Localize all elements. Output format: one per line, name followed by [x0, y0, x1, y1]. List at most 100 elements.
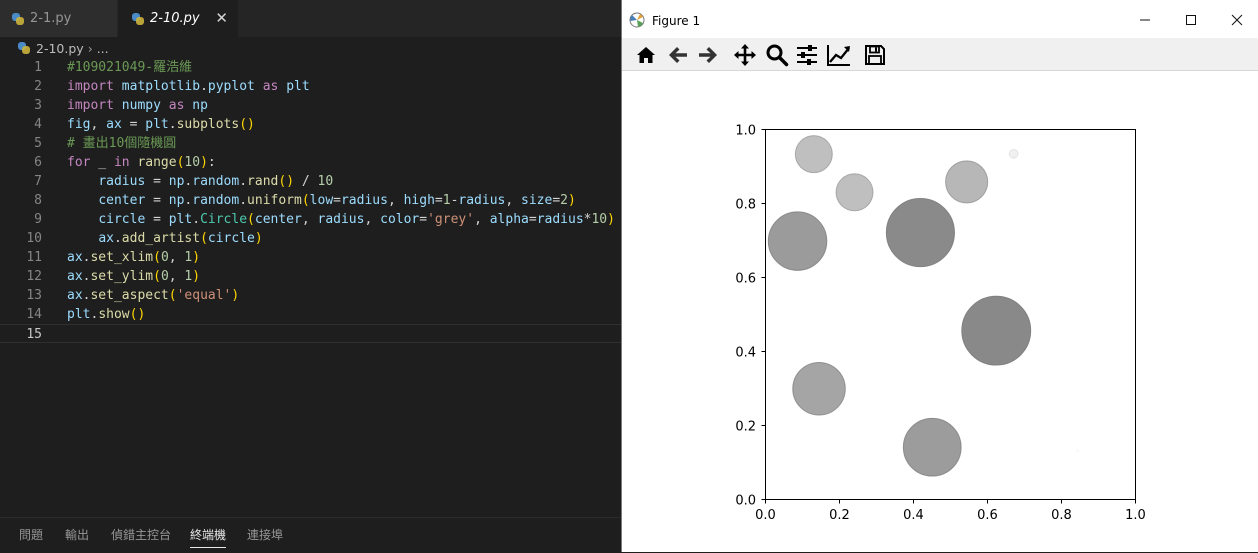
line-number: 3	[34, 98, 42, 113]
line-number: 13	[26, 288, 42, 303]
data-circle	[1076, 449, 1079, 453]
figure-window: Figure 1	[621, 0, 1258, 552]
plot-canvas[interactable]: 0.0 0.2 0.4 0.6 0.8 1.0 0.0 0.2 0.4 0.6 0.8 1.0	[622, 71, 1258, 552]
tab-2-1-py[interactable]: 2-1.py	[0, 0, 118, 37]
data-circle	[794, 135, 833, 174]
window-title-bar[interactable]: Figure 1	[622, 0, 1258, 38]
code-line[interactable]: 4 fig, ax = plt.subplots()	[0, 115, 621, 134]
data-circle	[885, 198, 955, 268]
code-line[interactable]: 6 for _ in range(10):	[0, 153, 621, 172]
figure-title: Figure 1	[652, 14, 701, 28]
breadcrumb-symbols[interactable]: ...	[96, 40, 109, 56]
code-line[interactable]: 7 radius = np.random.rand() / 10	[0, 172, 621, 191]
y-tick-label: 0.6	[735, 272, 756, 287]
code-line[interactable]: 9 circle = plt.Circle(center, radius, co…	[0, 210, 621, 229]
code-line[interactable]: 5 # 畫出10個隨機圓	[0, 134, 621, 153]
line-number: 14	[26, 307, 42, 322]
x-tick-label: 1.0	[1125, 508, 1146, 523]
data-circle	[792, 361, 846, 416]
home-button[interactable]	[633, 42, 659, 68]
configure-subplots-icon	[797, 45, 817, 65]
y-tick-label: 0.8	[735, 198, 756, 213]
forward-arrow-icon	[699, 47, 717, 63]
code-area[interactable]: 1 #109021049-羅浩維 2 import matplotlib.pyplot…	[0, 58, 621, 343]
pan-button[interactable]	[732, 42, 758, 68]
code-text: #109021049-羅浩維	[67, 60, 193, 75]
zoom-icon	[766, 44, 789, 67]
breadcrumb-file[interactable]: 2-10.py	[36, 40, 84, 56]
minimize-button[interactable]	[1122, 0, 1168, 40]
configure-subplots-button[interactable]	[794, 42, 820, 68]
pan-move-icon	[734, 44, 756, 66]
x-tick-label: 0.6	[977, 508, 998, 523]
close-icon[interactable]: ✕	[215, 9, 228, 27]
x-tick-label: 0.2	[829, 508, 850, 523]
y-tick-label: 1.0	[735, 124, 756, 139]
code-text: for _ in range(10):	[67, 155, 216, 170]
code-line[interactable]: 10 ax.add_artist(circle)	[0, 229, 621, 248]
ticks-layer: 0.0 0.2 0.4 0.6 0.8 1.0 0.0 0.2 0.4 0.6 0.8 1.0	[735, 124, 1146, 524]
line-number: 5	[34, 136, 42, 151]
edit-axis-button[interactable]	[826, 42, 852, 68]
line-number: 10	[26, 231, 42, 246]
line-number: 2	[34, 79, 42, 94]
code-line[interactable]: 11 ax.set_xlim(0, 1)	[0, 248, 621, 267]
maximize-button[interactable]	[1168, 0, 1214, 40]
line-number: 8	[34, 193, 42, 208]
line-number: 11	[26, 250, 42, 265]
axes-frame	[765, 129, 1136, 500]
code-line[interactable]: 3 import numpy as np	[0, 96, 621, 115]
maximize-icon	[1186, 15, 1196, 25]
code-text: ax.add_artist(circle)	[98, 231, 263, 246]
x-tick-label: 0.0	[755, 508, 776, 523]
close-icon	[1231, 14, 1243, 26]
bottom-panel-tabs: 問題 輸出 偵錯主控台 終端機 連接埠	[0, 517, 621, 553]
line-number: 6	[34, 155, 42, 170]
edit-axis-icon	[827, 45, 850, 66]
line-number: 12	[26, 269, 42, 284]
y-tick-label: 0.4	[735, 346, 756, 361]
figure-toolbar	[622, 38, 1258, 71]
tab-output[interactable]: 輸出	[65, 528, 90, 542]
tab-terminal[interactable]: 終端機	[190, 518, 227, 553]
code-text: import numpy as np	[67, 98, 208, 113]
code-text: plt.show()	[67, 307, 146, 322]
line-number: 7	[34, 174, 42, 189]
code-line[interactable]: 15	[0, 324, 621, 343]
code-text: center = np.random.uniform(low=radius, h…	[98, 193, 576, 208]
code-line[interactable]: 13 ax.set_aspect('equal')	[0, 286, 621, 305]
editor-tab-bar: 2-1.py 2-10.py ✕	[0, 0, 621, 37]
tab-2-10-py[interactable]: 2-10.py ✕	[118, 0, 238, 37]
x-tick-label: 0.8	[1051, 508, 1072, 523]
data-circle	[961, 295, 1032, 366]
line-number: 1	[34, 60, 42, 75]
code-text: fig, ax = plt.subplots()	[67, 117, 255, 132]
forward-button[interactable]	[695, 42, 721, 68]
minimize-icon	[1140, 19, 1150, 21]
code-line[interactable]: 2 import matplotlib.pyplot as plt	[0, 77, 621, 96]
tab-debug-console[interactable]: 偵錯主控台	[111, 528, 172, 542]
tab-label: 2-10.py	[150, 11, 200, 26]
data-circle	[767, 211, 828, 271]
code-line[interactable]: 8 center = np.random.uniform(low=radius,…	[0, 191, 621, 210]
tab-problems[interactable]: 問題	[19, 528, 44, 542]
data-circle	[1008, 148, 1019, 159]
back-button[interactable]	[665, 42, 691, 68]
code-line[interactable]: 12 ax.set_ylim(0, 1)	[0, 267, 621, 286]
code-text: ax.set_aspect('equal')	[67, 288, 240, 303]
close-button[interactable]	[1214, 0, 1258, 40]
python-file-icon	[12, 12, 24, 25]
code-text: # 畫出10個隨機圓	[67, 136, 177, 151]
code-text: radius = np.random.rand() / 10	[98, 174, 334, 189]
code-text: ax.set_ylim(0, 1)	[67, 269, 201, 284]
zoom-button[interactable]	[764, 42, 790, 68]
tab-ports[interactable]: 連接埠	[247, 528, 284, 542]
code-line[interactable]: 1 #109021049-羅浩維	[0, 58, 621, 77]
code-line[interactable]: 14 plt.show()	[0, 305, 621, 324]
save-button[interactable]	[862, 42, 888, 68]
home-icon	[637, 47, 655, 63]
data-circle	[835, 173, 874, 212]
data-circle	[945, 160, 989, 204]
data-circle	[902, 417, 962, 477]
code-text: import matplotlib.pyplot as plt	[67, 79, 310, 94]
